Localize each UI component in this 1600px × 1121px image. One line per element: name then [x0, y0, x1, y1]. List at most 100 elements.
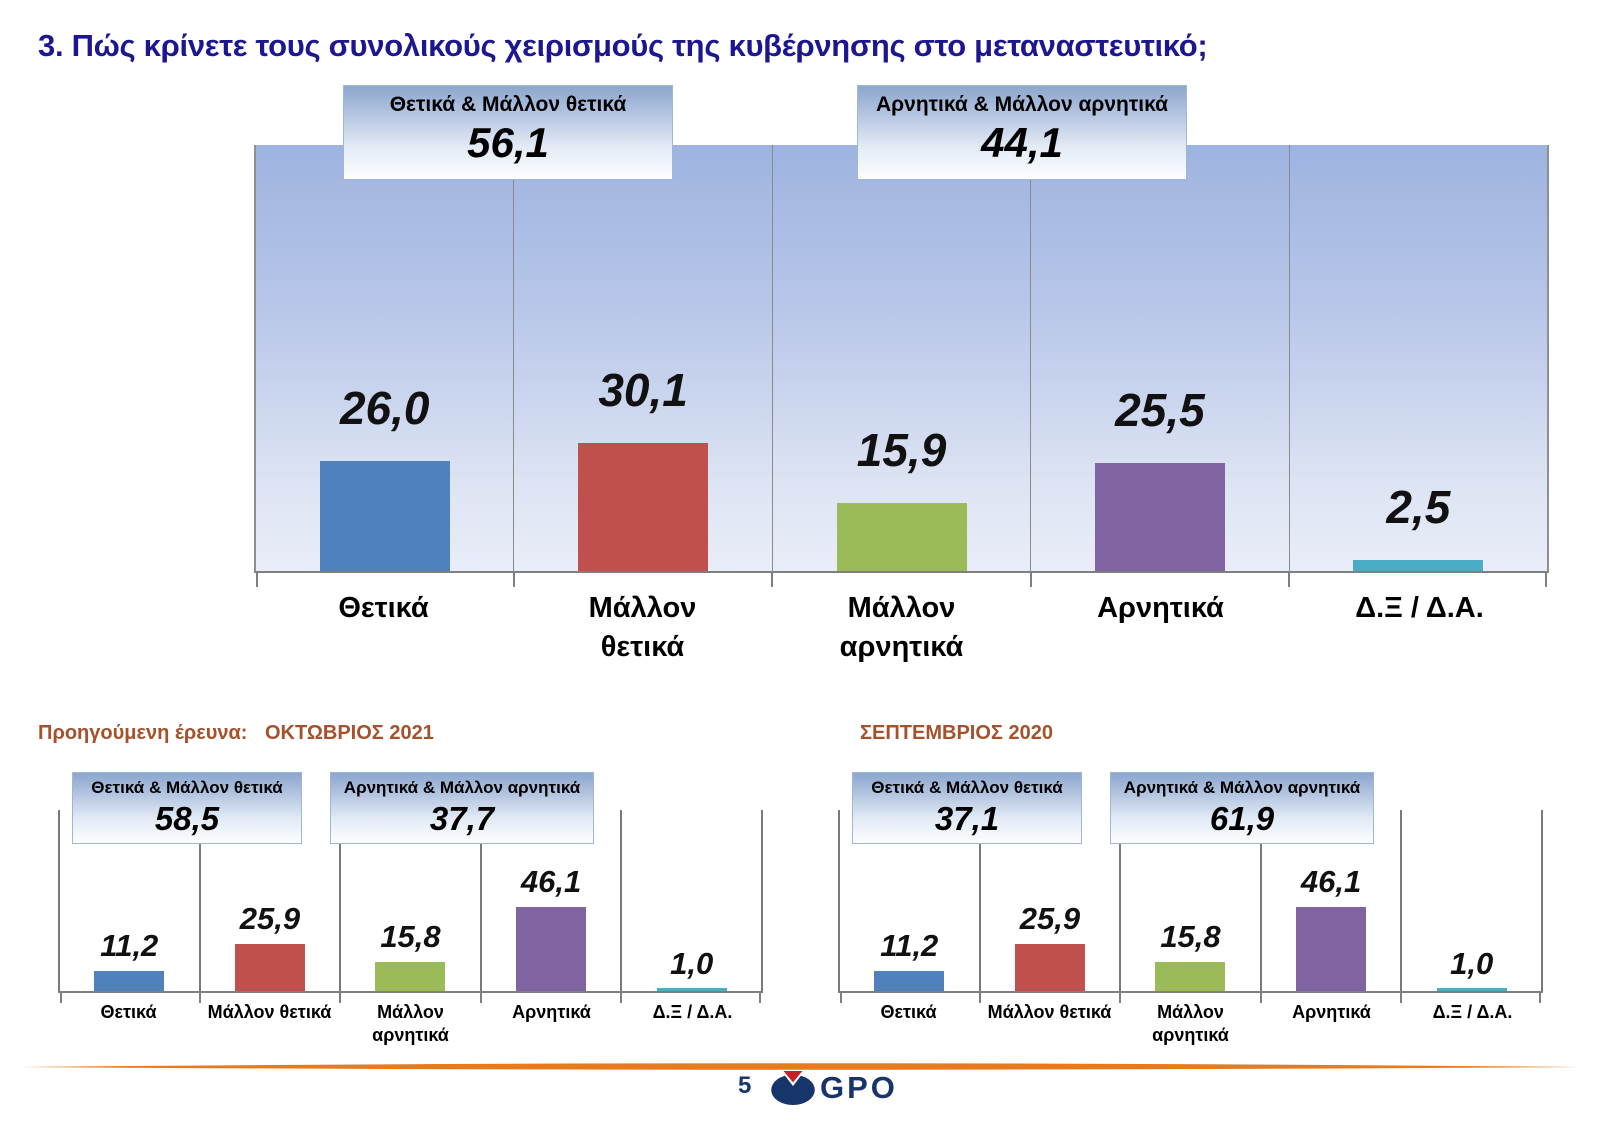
category-label-0: Θετικά [100, 1002, 157, 1022]
bar-3 [1094, 462, 1225, 571]
page-title: 3. Πώς κρίνετε τους συνολικούς χειρισμού… [38, 28, 1208, 63]
category-label-4: Δ.Ξ / Δ.Α. [652, 1002, 733, 1022]
category-label-0: Θετικά [880, 1002, 937, 1022]
category-label-1: Μάλλον θετικά [987, 1002, 1112, 1022]
bar-2 [375, 962, 446, 991]
chart-cell-2: 15,8 [341, 810, 482, 991]
bar-value-label: 46,1 [520, 863, 582, 899]
bar-value-label: 15,8 [380, 919, 441, 955]
summary-label: Θετικά & Μάλλον θετικά [91, 778, 283, 797]
axis-tick [840, 991, 842, 1003]
main-plot-area: 26,0 30,1 15,9 25,5 2,5 [254, 145, 1549, 587]
bar-4 [1436, 988, 1507, 991]
axis-tick [1539, 991, 1541, 1003]
axis-tick [256, 571, 258, 587]
axis-tick [199, 991, 202, 1003]
october-2021-category-axis: Θετικά Μάλλον θετικά Μάλλον αρνητικά Αρνητι… [58, 993, 763, 1046]
summary-box-positive: Θετικά & Μάλλον θετικά 56,1 [343, 85, 673, 180]
bar-value-label: 11,2 [100, 927, 159, 963]
bar-value-label: 25,9 [239, 900, 301, 936]
bar-0 [874, 970, 945, 991]
chart-cell-1: 25,9 [981, 810, 1122, 991]
chart-cell-4: 2,5 [1290, 145, 1547, 571]
divider-lens-shape [20, 1063, 1580, 1070]
bar-2 [836, 503, 967, 571]
axis-tick [1029, 571, 1032, 587]
gpo-logo-icon [771, 1070, 815, 1106]
axis-tick [513, 571, 516, 587]
chart-cell-3: 25,5 [1031, 145, 1290, 571]
axis-tick [979, 991, 982, 1003]
october-2021-chart: 11,2 25,9 15,8 46,1 1,0 Θετικά Μάλλον θετικά Μ… [58, 810, 763, 1046]
summary-label: Αρνητικά & Μάλλον αρνητικά [343, 778, 581, 797]
bar-value-label: 26,0 [339, 381, 430, 434]
bar-value-label: 2,5 [1386, 481, 1451, 534]
category-label-2: Μάλλον αρνητικά [839, 592, 964, 664]
bar-4 [656, 988, 727, 991]
gpo-logo: GPO [770, 1070, 898, 1106]
bar-value-label: 15,8 [1160, 919, 1221, 955]
chart-cell-1: 25,9 [201, 810, 342, 991]
page-number: 5 [738, 1072, 752, 1099]
current-survey-chart: 26,0 30,1 15,9 25,5 2,5 Θετικά Μάλλον θετικά Μ… [254, 145, 1549, 667]
axis-tick [60, 991, 62, 1003]
axis-tick [1287, 571, 1290, 587]
category-label-1: Μάλλον θετικά [207, 1002, 332, 1022]
axis-tick [1399, 991, 1402, 1003]
bar-1 [578, 443, 709, 571]
chart-cell-0: 11,2 [60, 810, 201, 991]
category-label-2: Μάλλον αρνητικά [1152, 1002, 1229, 1045]
previous-survey-date-september-2020: ΣΕΠΤΕΜΒΡΙΟΣ 2020 [860, 722, 1053, 744]
previous-survey-date-october-2021: ΟΚΤΩΒΡΙΟΣ 2021 [265, 722, 434, 744]
summary-box-negative: Αρνητικά & Μάλλον αρνητικά 44,1 [857, 85, 1187, 180]
bar-0 [94, 970, 165, 991]
category-label-3: Αρνητικά [512, 1002, 591, 1022]
footer-divider [20, 1058, 1580, 1070]
summary-value: 44,1 [981, 119, 1063, 166]
bar-2 [1155, 962, 1226, 991]
category-label-2: Μάλλον αρνητικά [372, 1002, 449, 1045]
bar-3 [516, 906, 587, 991]
summary-value: 61,9 [1209, 800, 1275, 837]
chart-cell-4: 1,0 [622, 810, 761, 991]
bar-value-label: 11,2 [880, 927, 939, 963]
summary-value: 58,5 [154, 800, 220, 837]
september-2020-chart: 11,2 25,9 15,8 46,1 1,0 Θετικά Μάλλον θετικά Μ… [838, 810, 1543, 1046]
bar-1 [234, 943, 305, 991]
bar-1 [1014, 943, 1085, 991]
axis-tick [1545, 571, 1547, 587]
summary-value: 37,7 [429, 800, 495, 837]
previous-survey-label: Προηγούμενη έρευνα: [38, 722, 248, 744]
chart-cell-1: 30,1 [514, 145, 773, 571]
chart-cell-0: 11,2 [840, 810, 981, 991]
september-2020-category-axis: Θετικά Μάλλον θετικά Μάλλον αρνητικά Αρνητι… [838, 993, 1543, 1046]
bar-value-label: 25,9 [1019, 900, 1081, 936]
axis-tick [771, 571, 774, 587]
bar-value-label: 15,9 [856, 424, 947, 477]
summary-label: Θετικά & Μάλλον θετικά [389, 93, 627, 116]
category-label-4: Δ.Ξ / Δ.Α. [1355, 592, 1484, 624]
summary-box-positive-oct2021: Θετικά & Μάλλον θετικά 58,5 [72, 772, 302, 844]
category-label-3: Αρνητικά [1097, 592, 1224, 624]
summary-box-positive-sep2020: Θετικά & Μάλλον θετικά 37,1 [852, 772, 1082, 844]
axis-tick [759, 991, 761, 1003]
summary-label: Αρνητικά & Μάλλον αρνητικά [1123, 778, 1361, 797]
summary-box-negative-sep2020: Αρνητικά & Μάλλον αρνητικά 61,9 [1110, 772, 1374, 844]
bar-3 [1296, 906, 1367, 991]
axis-tick [1119, 991, 1122, 1003]
gpo-logo-text: GPO [820, 1070, 898, 1105]
bar-4 [1353, 560, 1484, 571]
bar-value-label: 30,1 [598, 364, 688, 417]
summary-label: Αρνητικά & Μάλλον αρνητικά [875, 93, 1168, 116]
axis-tick [339, 991, 342, 1003]
bar-0 [319, 460, 450, 571]
main-category-axis: Θετικά Μάλλον θετικά Μάλλον αρνητικά Αρνητι… [254, 573, 1549, 667]
chart-cell-0: 26,0 [256, 145, 515, 571]
chart-cell-4: 1,0 [1402, 810, 1541, 991]
axis-tick [479, 991, 482, 1003]
category-label-1: Μάλλον θετικά [588, 592, 697, 664]
summary-value: 56,1 [467, 119, 549, 166]
category-label-0: Θετικά [338, 592, 429, 624]
bar-value-label: 46,1 [1300, 863, 1362, 899]
